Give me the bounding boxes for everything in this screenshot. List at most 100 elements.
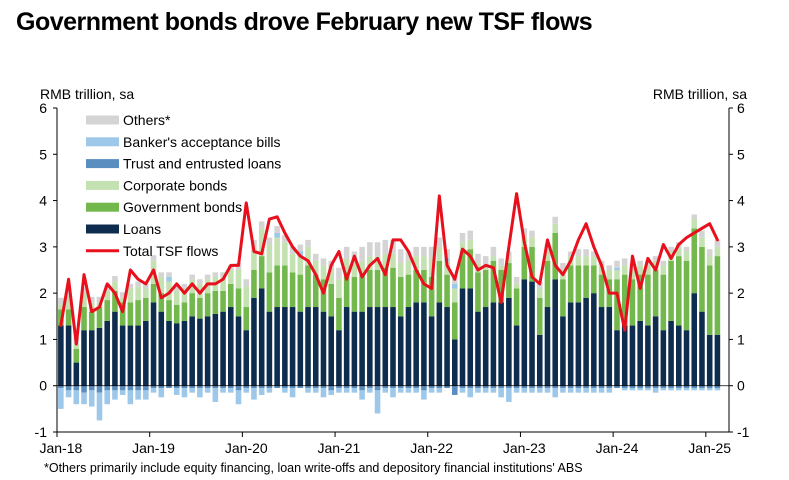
bar-corp [173,290,180,305]
bar-gov [382,267,389,308]
bar-corp [405,260,412,275]
bar-loans [88,330,95,386]
bar-others [88,296,95,303]
bar-bills [266,388,273,393]
bar-others [359,246,365,261]
bar-bills [351,388,358,393]
bar-others [405,251,412,261]
bar-loans [521,279,528,386]
bar-loans [220,311,226,386]
y-tick-label-left: 3 [39,239,47,255]
bar-corp [397,263,404,277]
bar-trust [251,385,257,389]
bar-corp [328,270,334,284]
bar-corp [421,256,427,270]
bar-trust [359,385,365,391]
bar-loans [143,320,149,386]
bar-corp [343,258,350,273]
left-axis-unit: RMB trillion, sa [40,86,135,102]
bar-loans [73,362,80,386]
bar-corp [529,237,535,247]
bar-gov [452,302,458,340]
bar-gov [482,270,489,308]
bar-corp [706,256,713,266]
bar-bills [158,388,165,398]
bar-bills [258,388,265,395]
bar-others [282,235,288,243]
bar-bills [397,388,404,393]
bar-bills [490,388,497,393]
bar-trust [660,385,667,389]
bar-others [166,272,172,277]
bar-trust [544,385,551,389]
bar-bills [289,388,296,398]
bar-corp [552,223,558,233]
bar-loans [266,311,273,386]
bar-gov [119,302,126,326]
bar-trust [452,385,458,395]
bar-others [274,226,280,233]
bar-others [96,296,103,303]
bar-trust [173,385,180,389]
bar-others [320,258,327,266]
y-tick-label-left: 2 [39,285,47,301]
bar-trust [552,385,558,389]
bar-loans [575,302,582,386]
x-tick-label: Jan-23 [503,440,546,456]
bar-loans [359,311,365,386]
bar-others [390,239,396,254]
bar-corp [436,246,443,261]
bar-loans [197,318,203,386]
bar-bills [405,388,412,393]
bar-gov [645,274,651,326]
bar-corp [367,256,373,270]
bar-bills [282,388,288,393]
bar-gov [691,228,698,294]
bar-trust [312,385,319,389]
bar-others [459,232,466,243]
bar-loans [452,339,458,386]
bar-corp [544,251,551,261]
bar-loans [274,307,280,386]
bar-bills [621,388,628,391]
bar-others [181,283,188,289]
bar-gov [668,260,674,321]
bar-gov [428,276,435,317]
bar-bills [676,388,682,391]
bar-bills [459,388,466,393]
bar-bills [328,390,334,395]
bar-gov [166,300,172,321]
bar-others [436,237,443,247]
bar-corp [390,253,396,268]
bar-bills [166,276,172,282]
bar-bills [320,388,327,398]
bar-others [112,276,118,282]
bar-loans [150,302,157,386]
bar-others [413,246,419,257]
bar-gov [112,290,118,312]
bar-gov [173,304,180,324]
bar-others [652,256,659,261]
bar-corp [282,242,288,266]
bar-gov [73,348,80,363]
bar-loans [691,293,698,386]
bar-loans [251,297,257,386]
bar-gov [714,256,721,335]
bar-others [81,287,87,294]
bar-trust [699,385,705,389]
bar-loans [173,323,180,386]
bar-trust [506,385,512,389]
bar-bills [65,390,72,398]
bar-gov [143,297,149,321]
bar-others [336,267,342,280]
bar-corp [135,286,141,301]
bar-gov [81,307,87,331]
bar-bills [706,388,713,391]
bar-gov [312,274,319,308]
bar-bills [88,390,95,407]
x-tick-label: Jan-25 [688,440,731,456]
bar-trust [150,385,157,389]
bar-gov [706,265,713,335]
legend-label-trust: Trust and entrusted loans [123,156,281,172]
